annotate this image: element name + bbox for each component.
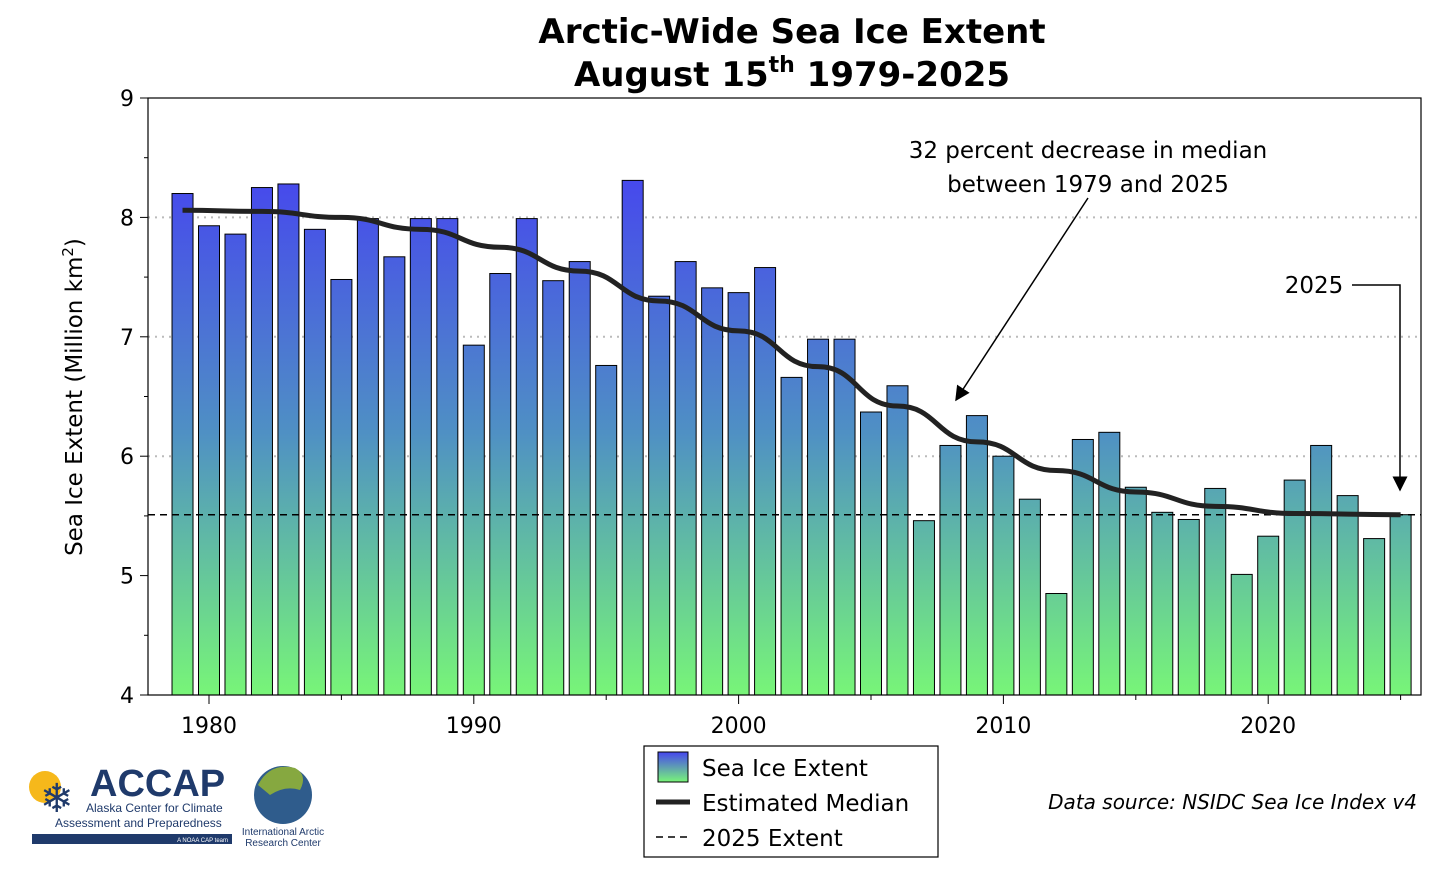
bar-2005	[860, 411, 882, 696]
bar-2006	[886, 385, 909, 696]
bar-2016	[1151, 511, 1174, 696]
legend-label-2025: 2025 Extent	[702, 826, 843, 852]
bar-1981	[224, 233, 247, 696]
annotation-2025: 2025	[1285, 273, 1344, 299]
accap-logo: ❄ ACCAP Alaska Center for Climate Assess…	[29, 763, 232, 844]
bar-2004	[833, 338, 856, 696]
y-tick-label: 9	[120, 87, 134, 112]
bar-1982	[250, 187, 273, 696]
legend: Sea Ice Extent Estimated Median 2025 Ext…	[643, 745, 939, 858]
median-line	[182, 207, 1401, 518]
y-tick-label: 8	[120, 206, 134, 231]
bar-2003	[807, 338, 830, 696]
legend-label-median: Estimated Median	[702, 791, 909, 817]
svg-text:A NOAA CAP team: A NOAA CAP team	[177, 838, 228, 844]
bar-1987	[383, 256, 406, 696]
svg-text:Alaska Center for Climate: Alaska Center for Climate	[86, 801, 223, 815]
bar-2020	[1257, 535, 1280, 696]
bar-1990	[462, 344, 485, 696]
bar-1993	[542, 280, 565, 696]
bar-2008	[939, 444, 962, 696]
annotation-2025-arrow	[1352, 284, 1408, 492]
bar-1980	[198, 225, 220, 696]
bar-2009	[965, 415, 988, 696]
bar-2014	[1098, 431, 1121, 696]
svg-text:Assessment and Preparedness: Assessment and Preparedness	[55, 816, 222, 830]
bar-2012	[1045, 593, 1068, 696]
bar-2007	[912, 520, 935, 696]
chart-subtitle: August 15th 1979-2025	[574, 53, 1010, 95]
bar-2024	[1363, 538, 1386, 696]
y-tick-label: 6	[120, 445, 134, 470]
bar-1994	[568, 261, 591, 696]
y-tick-label: 4	[120, 684, 134, 709]
bar-2015	[1124, 486, 1147, 696]
bar-2025	[1389, 514, 1412, 696]
annotation-median-line1: 32 percent decrease in median	[909, 138, 1268, 164]
bar-2022	[1310, 444, 1333, 696]
bar-1996	[621, 179, 644, 696]
bar-1983	[277, 183, 300, 696]
bar-1992	[515, 218, 538, 696]
bar-2011	[1018, 498, 1041, 696]
svg-text:Research Center: Research Center	[245, 838, 321, 849]
iarc-logo: International Arctic Research Center	[242, 766, 324, 849]
x-tick-label: 2020	[1240, 714, 1296, 739]
bar-1989	[436, 218, 459, 696]
bar-2018	[1204, 487, 1227, 696]
bar-2010	[992, 455, 1015, 696]
data-source: Data source: NSIDC Sea Ice Index v4	[1048, 790, 1417, 814]
bar-1998	[674, 261, 697, 696]
bar-1984	[303, 228, 326, 696]
legend-label-extent: Sea Ice Extent	[702, 756, 868, 782]
bar-2000	[727, 292, 750, 696]
y-tick-label: 7	[120, 326, 134, 351]
x-tick-label: 2010	[975, 714, 1031, 739]
x-tick-label: 1980	[181, 714, 237, 739]
bar-1995	[595, 364, 618, 696]
bar-2023	[1336, 495, 1359, 696]
bar-1991	[489, 273, 512, 696]
annotation-median-line2: between 1979 and 2025	[947, 172, 1229, 198]
bar-1985	[330, 278, 353, 696]
legend-swatch-bars	[657, 751, 689, 783]
svg-text:International Arctic: International Arctic	[242, 827, 324, 838]
bar-1999	[701, 287, 724, 696]
x-tick-label: 1990	[446, 714, 502, 739]
bar-2017	[1177, 518, 1200, 696]
bar-1986	[356, 218, 379, 696]
annotation-arrow	[955, 197, 1089, 402]
bar-2019	[1230, 573, 1253, 696]
y-axis-label: Sea Ice Extent (Million km2)	[59, 238, 88, 556]
y-tick-label: 5	[120, 565, 134, 590]
x-tick-label: 2000	[711, 714, 767, 739]
chart-title: Arctic-Wide Sea Ice Extent	[538, 12, 1045, 52]
bar-1997	[648, 295, 671, 696]
bar-2002	[780, 376, 803, 696]
bar-1979	[171, 193, 194, 696]
svg-text:❄: ❄	[40, 777, 74, 821]
bar-1988	[409, 218, 432, 696]
svg-text:ACCAP: ACCAP	[90, 763, 225, 805]
